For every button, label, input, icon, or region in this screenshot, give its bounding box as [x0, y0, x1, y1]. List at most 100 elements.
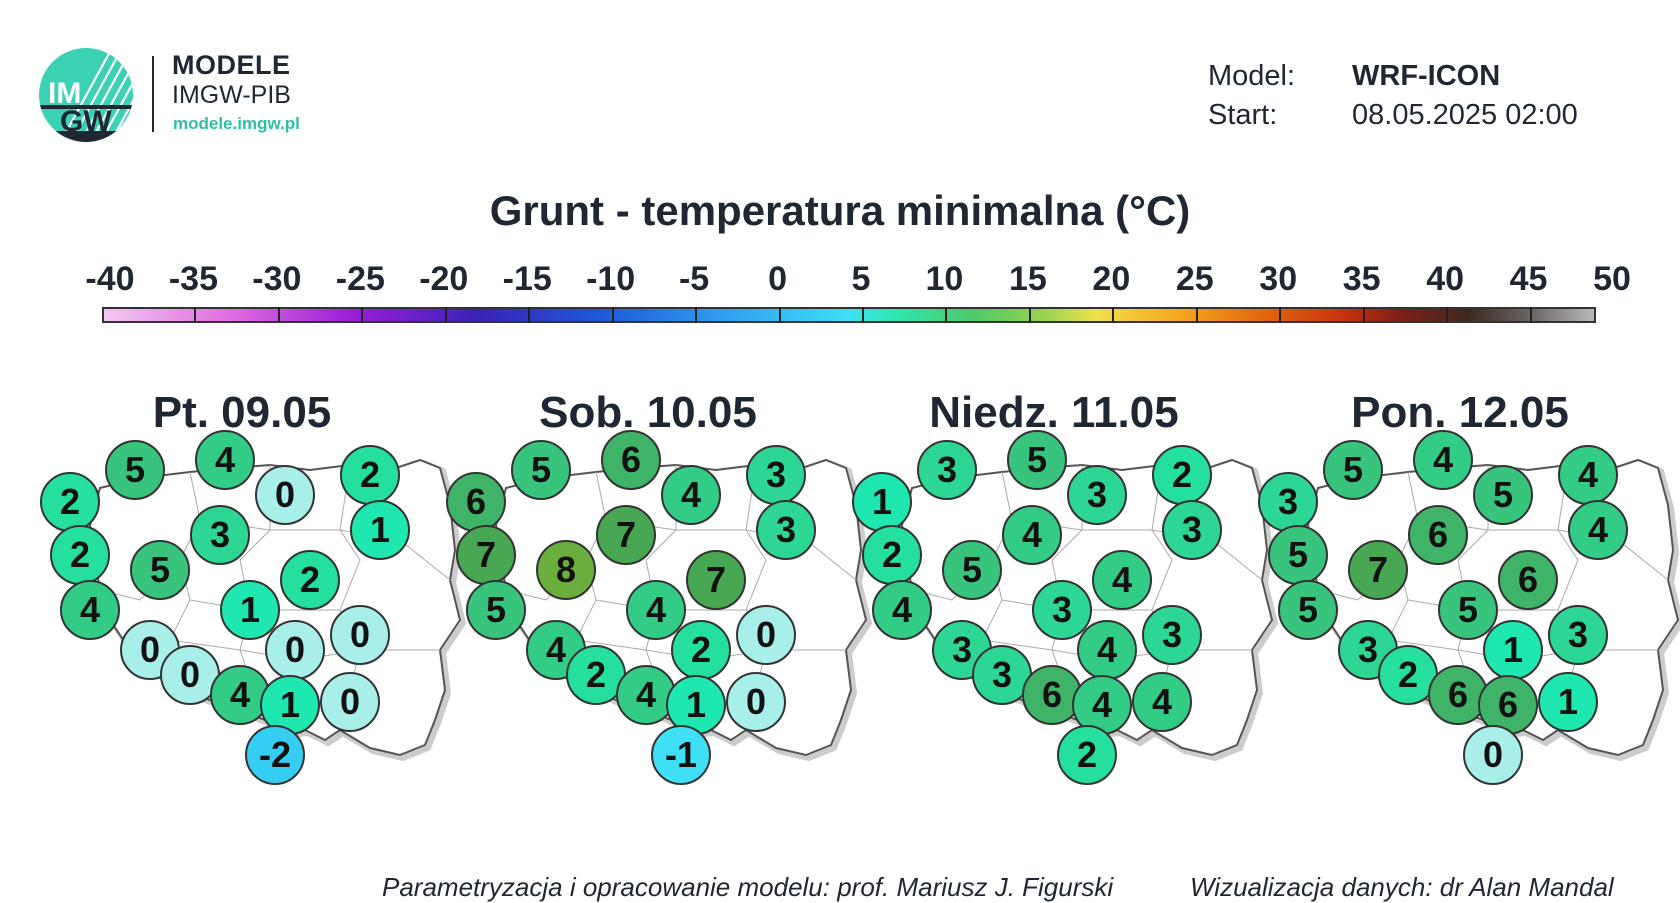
- temperature-bubble: 2: [50, 525, 110, 585]
- scale-tick-mark: [1195, 307, 1198, 323]
- brand-title: MODELE: [172, 50, 291, 80]
- temperature-bubble: 4: [626, 580, 686, 640]
- footer-credit-model: Parametryzacja i opracowanie modelu: pro…: [382, 872, 1114, 902]
- temperature-bubble: 1: [220, 580, 280, 640]
- scale-tick-label: -15: [502, 260, 552, 298]
- temperature-bubble: 4: [60, 580, 120, 640]
- day-title-2: Sob. 10.05: [539, 388, 757, 437]
- temperature-bubble: 0: [320, 672, 380, 732]
- scale-tick-mark: [1279, 307, 1282, 323]
- scale-tick-label: -20: [419, 260, 469, 298]
- scale-tick-mark: [1446, 307, 1449, 323]
- temperature-bubble: 5: [105, 440, 165, 500]
- scale-tick-label: -25: [335, 260, 385, 298]
- model-value: WRF-ICON: [1352, 60, 1501, 92]
- temperature-bubble: 6: [1498, 550, 1558, 610]
- imgw-logo: IM GW: [39, 48, 133, 142]
- voivodeship-border: [169, 639, 241, 651]
- temperature-bubble: 2: [340, 445, 400, 505]
- day-title-1: Pt. 09.05: [152, 388, 332, 437]
- brand-subtitle: IMGW-PIB: [172, 81, 291, 109]
- temperature-bubble: 4: [661, 465, 721, 525]
- scale-tick-mark: [945, 307, 948, 323]
- temperature-bubble: 5: [1473, 465, 1533, 525]
- temperature-bubble: 0: [330, 605, 390, 665]
- scale-tick-mark: [611, 307, 614, 323]
- temperature-bubble: 4: [1568, 500, 1628, 560]
- temperature-bubble: 3: [190, 505, 250, 565]
- scale-tick-mark: [1529, 307, 1532, 323]
- scale-tick-label: 40: [1426, 260, 1465, 298]
- temperature-bubble: 4: [616, 665, 676, 725]
- temperature-bubble: 3: [1032, 580, 1092, 640]
- temperature-bubble: 4: [1558, 445, 1618, 505]
- temperature-bubble: 3: [917, 440, 977, 500]
- scale-tick-mark: [778, 307, 781, 323]
- temperature-bubble: 3: [756, 500, 816, 560]
- temperature-bubble: 2: [280, 550, 340, 610]
- temperature-bubble: 2: [40, 472, 100, 532]
- temperature-bubble: 7: [1348, 540, 1408, 600]
- logo-text-bottom: GW: [60, 105, 112, 138]
- temperature-bubble: 0: [255, 465, 315, 525]
- region-map: 2 5 4 0 2 1 3 2 5 4 2 1 0 0 0 0 4 1 0 -2: [40, 410, 467, 790]
- temperature-bubble: 5: [1268, 525, 1328, 585]
- temperature-bubble: 3: [1258, 472, 1318, 532]
- temperature-bubble: 4: [1413, 430, 1473, 490]
- temperature-bubble: 5: [1007, 430, 1067, 490]
- scale-tick-label: 5: [851, 260, 871, 298]
- chart-title: Grunt - temperatura minimalna (°C): [489, 187, 1191, 234]
- scale-tick-label: 0: [768, 260, 787, 298]
- temperature-bubble: 1: [1538, 672, 1598, 732]
- temperature-bubble: 2: [862, 525, 922, 585]
- scale-tick-mark: [1028, 307, 1031, 323]
- color-scale: [102, 307, 1596, 323]
- scale-tick-mark: [1362, 307, 1365, 323]
- day-title-4: Pon. 12.05: [1351, 388, 1569, 437]
- temperature-bubble: 0: [736, 605, 796, 665]
- temperature-bubble: 3: [1548, 605, 1608, 665]
- temperature-bubble: 6: [1408, 505, 1468, 565]
- temperature-bubble: 1: [852, 472, 912, 532]
- temperature-bubble: 2: [671, 620, 731, 680]
- scale-tick-label: -40: [85, 260, 135, 298]
- temperature-bubble: 3: [746, 445, 806, 505]
- scale-tick-mark: [1112, 307, 1115, 323]
- temperature-bubble: 5: [511, 440, 571, 500]
- temperature-bubble: 3: [1067, 465, 1127, 525]
- voivodeship-border: [981, 639, 1053, 651]
- scale-tick-label: 15: [1008, 260, 1047, 298]
- temperature-bubble: 5: [942, 540, 1002, 600]
- scale-tick-label: -35: [168, 260, 218, 298]
- footer-credit-visual: Wizualizacja danych: dr Alan Mandal: [1190, 872, 1614, 902]
- scale-tick-label: 35: [1342, 260, 1381, 298]
- scale-tick-label: -10: [586, 260, 636, 298]
- scale-tick-label: -5: [678, 260, 710, 298]
- model-label: Model:: [1208, 60, 1296, 92]
- temperature-bubble: 5: [130, 540, 190, 600]
- brand-divider: [152, 56, 154, 132]
- scale-tick-label: 45: [1509, 260, 1548, 298]
- scale-tick-label: 25: [1175, 260, 1214, 298]
- temperature-bubble: 4: [872, 580, 932, 640]
- temperature-bubble: 1: [350, 500, 410, 560]
- temperature-bubble: 4: [195, 430, 255, 490]
- scale-tick-label: 30: [1259, 260, 1298, 298]
- scale-tick-mark: [528, 307, 531, 323]
- temperature-bubble: 4: [1092, 550, 1152, 610]
- brand-url[interactable]: modele.imgw.pl: [173, 114, 300, 133]
- temperature-bubble: 6: [1428, 665, 1488, 725]
- temperature-bubble: -2: [245, 725, 305, 785]
- temperature-bubble: 6: [446, 472, 506, 532]
- temperature-bubble: 3: [972, 645, 1032, 705]
- temperature-bubble: 4: [1132, 672, 1192, 732]
- scale-ticks: -40 -35 -30 -25 -20 -15 -10 -5 0 5 10 15 20 25 30 35 40 4…: [0, 260, 1680, 300]
- temperature-bubble: 8: [536, 540, 596, 600]
- start-label: Start:: [1208, 99, 1278, 131]
- temperature-bubble: 5: [1278, 580, 1338, 640]
- temperature-bubble: 3: [1142, 605, 1202, 665]
- temperature-bubble: 4: [210, 665, 270, 725]
- temperature-bubble: 5: [1323, 440, 1383, 500]
